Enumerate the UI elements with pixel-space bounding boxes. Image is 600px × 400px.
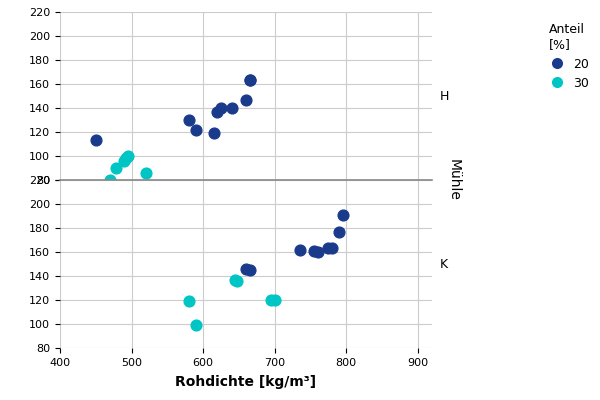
- 20: [245, 77, 254, 84]
- 30: [123, 153, 133, 159]
- 20: [216, 105, 226, 111]
- X-axis label: Rohdichte [kg/m³]: Rohdichte [kg/m³]: [175, 375, 317, 389]
- 30: [270, 297, 280, 303]
- 20: [227, 105, 236, 111]
- 20: [245, 267, 254, 273]
- 20: [338, 212, 347, 218]
- 30: [191, 322, 201, 328]
- 30: [141, 170, 151, 176]
- 20: [241, 96, 251, 103]
- 30: [266, 297, 276, 303]
- 20: [313, 249, 322, 255]
- Text: Mühle: Mühle: [447, 159, 461, 201]
- 20: [191, 126, 201, 133]
- 30: [121, 155, 131, 162]
- 20: [327, 245, 337, 252]
- 20: [295, 246, 304, 253]
- 30: [119, 158, 129, 164]
- 20: [334, 228, 344, 235]
- 20: [91, 137, 101, 144]
- 20: [209, 130, 218, 136]
- 30: [111, 165, 121, 171]
- 20: [245, 77, 254, 84]
- Text: H: H: [439, 90, 449, 102]
- 20: [309, 248, 319, 254]
- 20: [184, 117, 194, 123]
- 20: [241, 266, 251, 272]
- 30: [105, 177, 115, 183]
- 30: [233, 278, 242, 284]
- 20: [323, 245, 333, 252]
- Legend: 20, 30: 20, 30: [539, 18, 594, 95]
- Text: K: K: [439, 258, 448, 270]
- 30: [230, 276, 240, 283]
- 30: [184, 298, 194, 304]
- 20: [212, 108, 222, 115]
